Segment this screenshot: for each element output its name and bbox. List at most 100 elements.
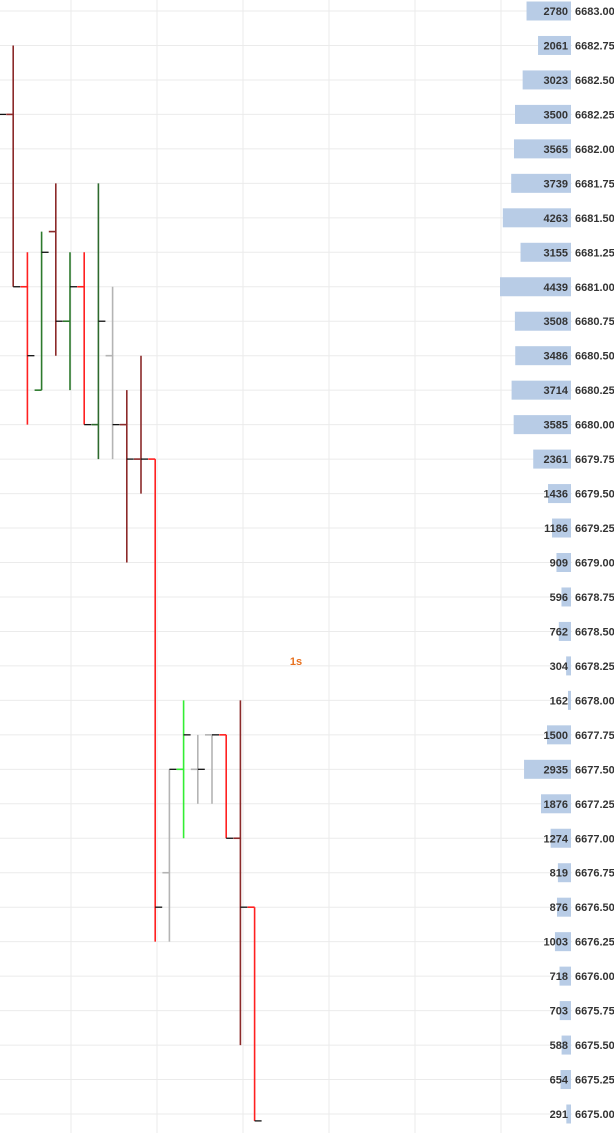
volume-profile: 2780 2061 3023 3500 3565 3739 4263 3155 4439 3508… (500, 1, 571, 1124)
volume-bar (557, 863, 571, 883)
ohlc-bar (63, 252, 77, 391)
ohlc-bar (0, 113, 6, 116)
volume-label: 3585 (544, 420, 568, 432)
volume-label: 304 (550, 661, 569, 673)
volume-label: 1876 (544, 799, 568, 811)
ohlc-bar (134, 355, 148, 494)
volume-label: 876 (550, 902, 568, 914)
price-tick-label: 6675.00 (575, 1109, 614, 1121)
volume-label: 1003 (544, 937, 568, 949)
ohlc-bar (6, 45, 21, 288)
volume-bar (561, 587, 571, 607)
ohlc-bar (20, 252, 35, 425)
ohlc-bars (0, 45, 262, 1122)
volume-bar (552, 518, 571, 538)
volume-bar (511, 173, 571, 193)
volume-bar (520, 242, 571, 262)
price-tick-label: 6683.00 (575, 6, 614, 18)
volume-label: 3739 (544, 178, 568, 190)
price-tick-label: 6677.25 (575, 799, 614, 811)
price-tick-label: 6680.25 (575, 385, 614, 397)
ohlc-bar (176, 700, 191, 839)
volume-label: 909 (550, 558, 568, 570)
volume-label: 3023 (544, 75, 568, 87)
price-tick-label: 6682.25 (575, 109, 614, 121)
volume-label: 3486 (544, 351, 568, 363)
volume-bar (566, 656, 571, 676)
volume-label: 3500 (544, 109, 568, 121)
price-tick-label: 6681.25 (575, 247, 614, 259)
ohlc-bar (77, 252, 92, 426)
ohlc-bar (219, 734, 234, 839)
price-tick-label: 6675.25 (575, 1075, 614, 1087)
price-tick-label: 6675.50 (575, 1040, 614, 1052)
ohlc-bar (34, 231, 49, 391)
volume-bar (526, 1, 571, 21)
volume-bar (513, 139, 571, 159)
ohlc-bar (91, 183, 106, 460)
volume-label: 3565 (544, 144, 568, 156)
volume-bar (514, 311, 571, 331)
volume-bar (500, 277, 571, 297)
volume-label: 596 (550, 592, 568, 604)
volume-label: 4439 (544, 282, 568, 294)
volume-label: 1274 (544, 833, 569, 845)
price-tick-label: 6681.00 (575, 282, 614, 294)
volume-bar (560, 1070, 571, 1090)
volume-label: 162 (550, 695, 568, 707)
volume-bar (538, 35, 571, 55)
price-tick-label: 6682.50 (575, 75, 614, 87)
volume-label: 2935 (544, 764, 568, 776)
price-tick-label: 6677.50 (575, 764, 614, 776)
volume-label: 588 (550, 1040, 568, 1052)
price-tick-label: 6678.00 (575, 695, 614, 707)
volume-label: 4263 (544, 213, 568, 225)
price-tick-label: 6681.75 (575, 178, 614, 190)
price-axis: 6683.00 6682.75 6682.50 6682.25 6682.00 6681.… (575, 6, 614, 1121)
volume-bar (533, 449, 571, 469)
price-tick-label: 6678.75 (575, 592, 614, 604)
ohlc-bar (48, 183, 63, 356)
price-tick-label: 6682.75 (575, 40, 614, 52)
ohlc-bar (205, 734, 219, 804)
price-tick-label: 6680.75 (575, 316, 614, 328)
volume-label: 3508 (544, 316, 568, 328)
volume-bar (522, 70, 571, 90)
price-tick-label: 6679.25 (575, 523, 614, 535)
volume-label: 291 (550, 1109, 568, 1121)
volume-bar (515, 346, 571, 366)
price-tick-label: 6675.75 (575, 1006, 614, 1018)
price-tick-label: 6679.00 (575, 558, 614, 570)
volume-label: 654 (550, 1075, 569, 1087)
volume-bar (540, 794, 571, 814)
volume-label: 762 (550, 626, 568, 638)
volume-bar (568, 690, 571, 710)
ohlc-bar (105, 286, 120, 460)
volume-bar (511, 380, 571, 400)
volume-label: 2061 (544, 40, 568, 52)
price-tick-label: 6678.25 (575, 661, 614, 673)
price-tick-label: 6681.50 (575, 213, 614, 225)
volume-bar (558, 621, 571, 641)
volume-label: 1436 (544, 489, 568, 501)
volume-bar (515, 104, 571, 124)
volume-label: 1186 (544, 523, 568, 535)
volume-label: 819 (550, 868, 568, 880)
price-tick-label: 6679.75 (575, 454, 614, 466)
volume-bar (566, 1104, 571, 1124)
volume-bar (502, 208, 571, 228)
ohlc-bar (119, 390, 134, 563)
volume-bar (548, 484, 571, 504)
volume-label: 703 (550, 1006, 568, 1018)
ohlc-bar (190, 734, 205, 804)
ohlc-bar (233, 700, 248, 1046)
price-tick-label: 6678.50 (575, 626, 614, 638)
price-tick-label: 6676.50 (575, 902, 614, 914)
volume-bar (554, 932, 571, 952)
price-tick-label: 6682.00 (575, 144, 614, 156)
price-tick-label: 6676.00 (575, 971, 614, 983)
volume-bar (561, 1035, 571, 1055)
volume-bar (556, 553, 571, 572)
volume-bar (559, 1001, 571, 1021)
